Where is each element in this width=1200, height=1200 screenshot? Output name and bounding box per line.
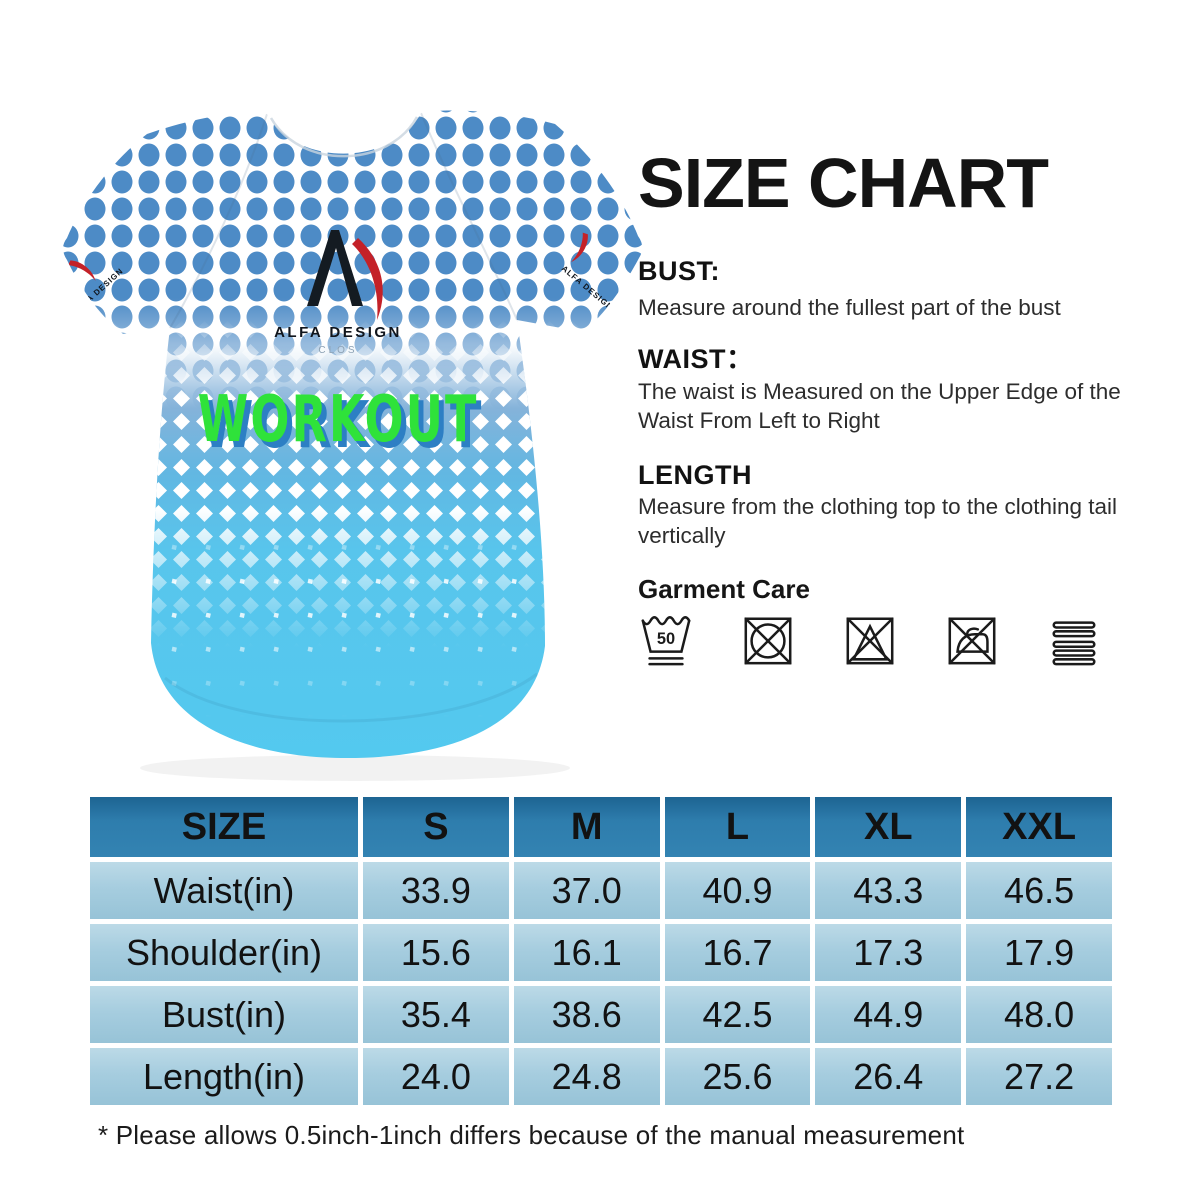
garment-care-icons: 50 — [638, 611, 1098, 669]
tshirt-svg: ALFA DESIGN CLOS WORKOUT WORKOUT ALFA DE… — [63, 110, 643, 781]
wash-temp-label: 50 — [657, 630, 675, 648]
size-table-header-xl: XL — [815, 797, 962, 857]
alfa-logo: ALFA DESIGN CLOS — [274, 230, 402, 356]
page-title: SIZE CHART — [638, 144, 1049, 222]
do-not-iron-icon — [944, 611, 1000, 669]
shirt-shadow — [140, 755, 570, 781]
section-length-body: Measure from the clothing top to the clo… — [638, 494, 1118, 548]
section-bust-body: Measure around the fullest part of the b… — [638, 295, 1061, 320]
size-table-header-size: SIZE — [90, 797, 358, 857]
cell-length-m: 24.8 — [513, 1048, 660, 1105]
do-not-tumble-dry-icon — [740, 611, 796, 669]
wash-50-icon: 50 — [638, 611, 694, 669]
cell-shoulder-xl: 17.3 — [815, 924, 962, 981]
cell-bust-xxl: 48.0 — [966, 986, 1112, 1043]
logo-a-mark — [307, 230, 363, 306]
cell-bust-m: 38.6 — [513, 986, 660, 1043]
cell-length-s: 24.0 — [363, 1048, 509, 1105]
size-table-header-xxl: XXL — [966, 797, 1112, 857]
cell-shoulder-xxl: 17.9 — [966, 924, 1112, 981]
do-not-bleach-icon — [842, 611, 898, 669]
section-bust-heading: BUST: — [638, 256, 720, 286]
section-waist-heading: WAIST： — [638, 344, 754, 374]
size-table-header-s: S — [363, 797, 509, 857]
cell-waist-xxl: 46.5 — [966, 862, 1112, 919]
cell-waist-s: 33.9 — [363, 862, 509, 919]
cell-shoulder-l: 16.7 — [664, 924, 811, 981]
size-table-header-m: M — [513, 797, 660, 857]
cell-bust-l: 42.5 — [664, 986, 811, 1043]
section-length-heading: LENGTH — [638, 460, 752, 490]
dry-flat-icon — [1046, 611, 1102, 669]
brand-name-text: ALFA DESIGN — [274, 324, 402, 341]
cell-length-xxl: 27.2 — [966, 1048, 1112, 1105]
cell-bust-s: 35.4 — [363, 986, 509, 1043]
row-bust-label: Bust(in) — [90, 986, 358, 1043]
row-waist-label: Waist(in) — [90, 862, 358, 919]
cell-shoulder-m: 16.1 — [513, 924, 660, 981]
row-shoulder-label: Shoulder(in) — [90, 924, 358, 981]
cell-waist-l: 40.9 — [664, 862, 811, 919]
cell-bust-xl: 44.9 — [815, 986, 962, 1043]
workout-print-text: WORKOUT — [198, 382, 479, 457]
cell-waist-xl: 43.3 — [815, 862, 962, 919]
collar-seam — [269, 116, 419, 158]
size-table: SIZE S M L XL XXL Waist(in) 33.9 37.0 40… — [90, 797, 1112, 1105]
logo-red-swoosh — [352, 238, 383, 320]
section-waist-body: The waist is Measured on the Upper Edge … — [638, 379, 1121, 433]
workout-print-shadow: WORKOUT — [203, 388, 484, 463]
row-length-label: Length(in) — [90, 1048, 358, 1105]
cell-length-l: 25.6 — [664, 1048, 811, 1105]
cell-shoulder-s: 15.6 — [363, 924, 509, 981]
garment-care-heading: Garment Care — [638, 574, 810, 604]
measurement-footnote: * Please allows 0.5inch-1inch differs be… — [98, 1120, 965, 1150]
cell-length-xl: 26.4 — [815, 1048, 962, 1105]
tshirt-product-image: ALFA DESIGN CLOS WORKOUT WORKOUT ALFA DE… — [55, 88, 645, 788]
cell-waist-m: 37.0 — [513, 862, 660, 919]
size-table-header-l: L — [664, 797, 811, 857]
brand-sub-text: CLOS — [318, 345, 357, 356]
